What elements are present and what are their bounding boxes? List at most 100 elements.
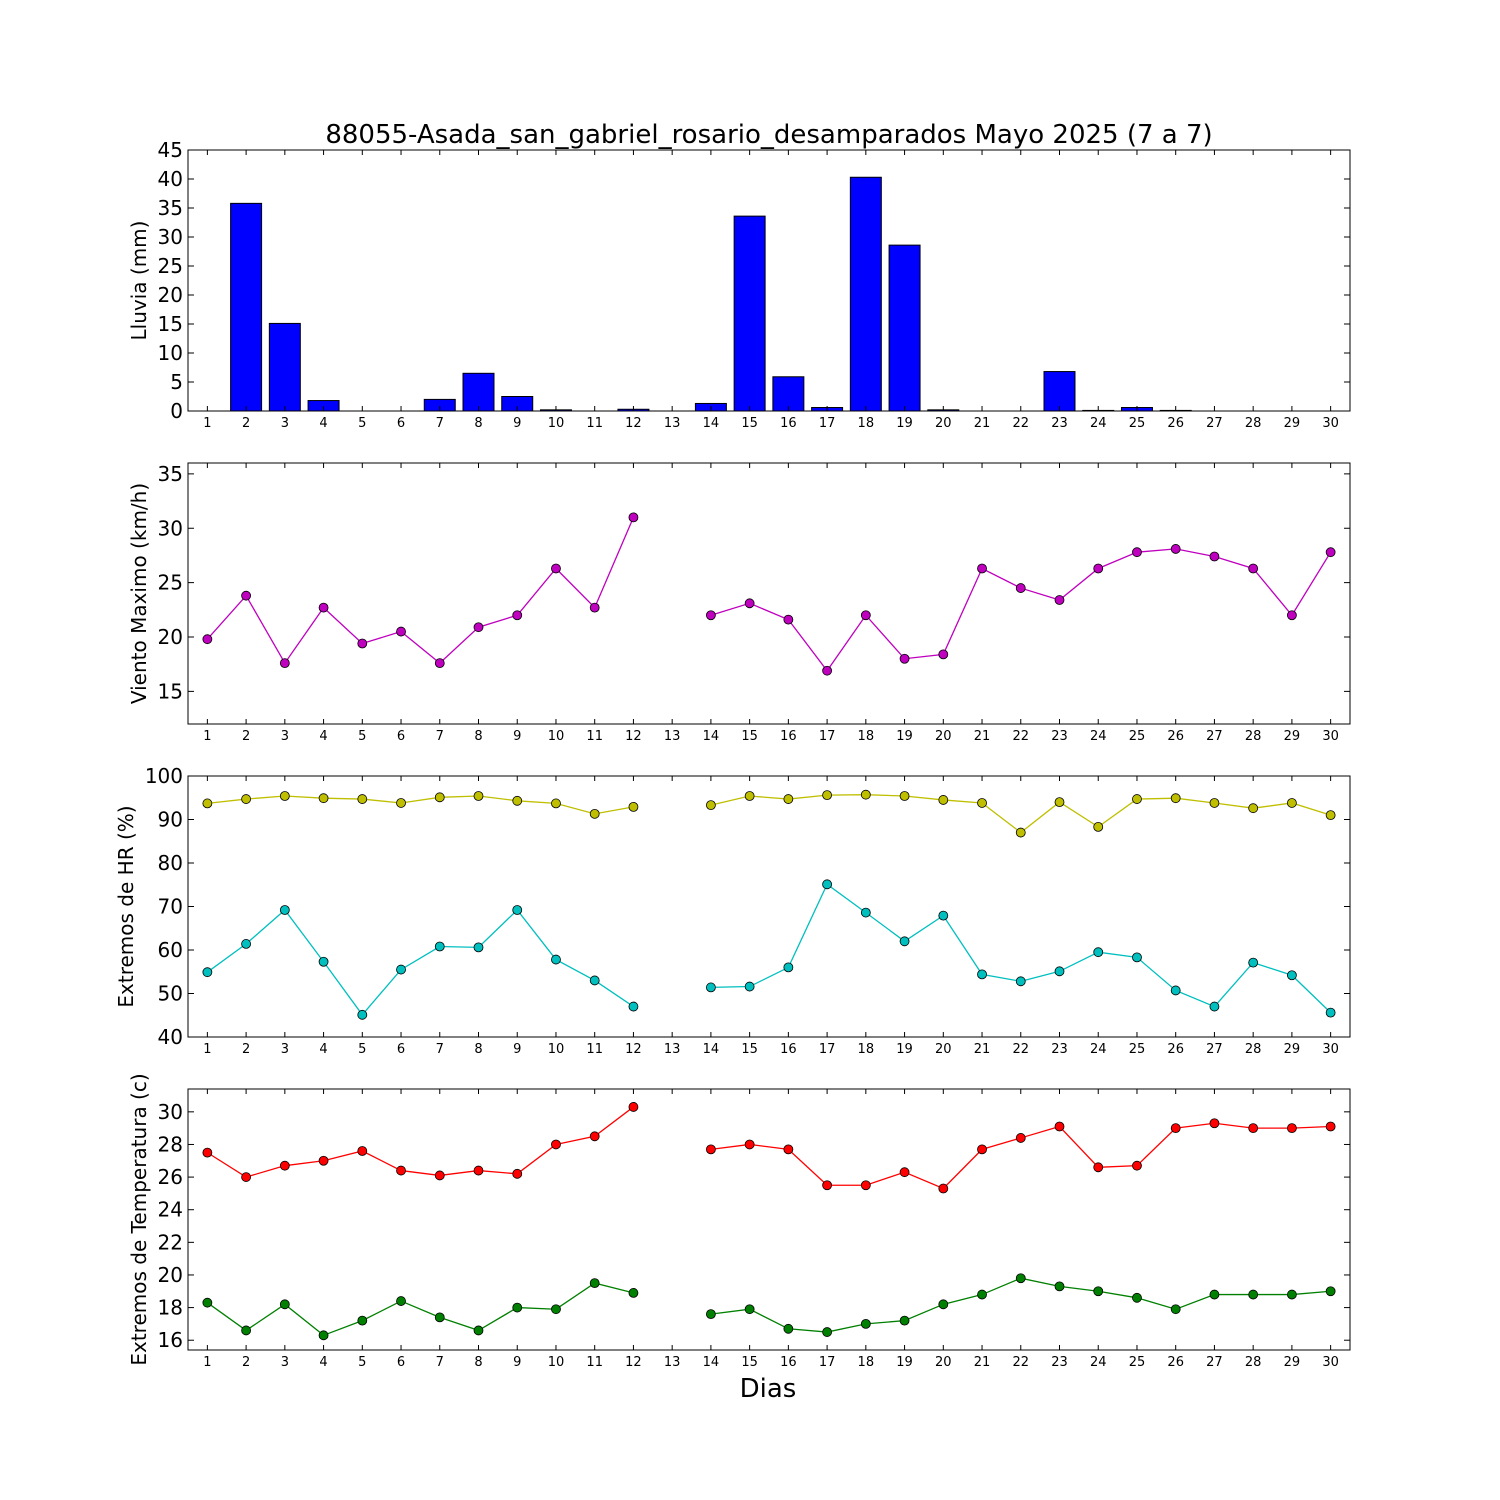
hr-series-0-point xyxy=(899,791,910,801)
temp-series-0-point xyxy=(318,1155,329,1166)
x-tick-label: 10 xyxy=(548,729,565,744)
x-tick-label: 6 xyxy=(397,729,405,744)
x-tick-label: 4 xyxy=(319,1042,327,1057)
temp-series-1-point xyxy=(589,1278,600,1289)
hr-series-0-point xyxy=(551,798,561,809)
temp-series-0-point xyxy=(589,1131,600,1142)
x-tick-label: 13 xyxy=(664,1042,681,1057)
wind-series-0-point xyxy=(1170,544,1181,554)
temp-series-0-point xyxy=(1054,1121,1065,1132)
hr-series-1-point xyxy=(1015,976,1026,987)
x-tick-label: 19 xyxy=(896,1042,913,1057)
wind-series-0-point xyxy=(1248,563,1259,574)
temp-series-1-line xyxy=(206,1282,634,1337)
x-tick-label: 23 xyxy=(1051,1355,1068,1370)
x-tick-label: 21 xyxy=(974,416,991,431)
hr-series-1-point xyxy=(589,975,600,986)
hr-series-1-point xyxy=(318,956,329,967)
x-tick-label: 10 xyxy=(548,1355,565,1370)
x-tick-label: 28 xyxy=(1245,1355,1262,1370)
x-tick-label: 20 xyxy=(935,1355,952,1370)
y-tick-label: 22 xyxy=(158,1230,183,1254)
x-tick-label: 15 xyxy=(741,416,758,431)
x-tick-label: 6 xyxy=(397,416,405,431)
temp-series-1-point xyxy=(1325,1286,1336,1297)
hr-series-0-point xyxy=(396,798,406,808)
y-tick-label: 30 xyxy=(158,516,183,540)
hr-series-0-point xyxy=(241,794,252,804)
y-tick-label: 20 xyxy=(158,625,183,649)
x-tick-label: 3 xyxy=(281,416,289,431)
x-tick-label: 9 xyxy=(513,416,521,431)
x-tick-label: 7 xyxy=(436,729,444,744)
hr-series-1-point xyxy=(628,1001,639,1012)
x-tick-label: 13 xyxy=(664,729,681,744)
wind-series-0-point xyxy=(977,563,987,574)
x-tick-label: 16 xyxy=(780,1042,797,1057)
hr-series-1-point xyxy=(551,954,561,965)
x-tick-label: 1 xyxy=(203,729,211,744)
x-tick-label: 8 xyxy=(474,1042,482,1057)
y-tick-label: 16 xyxy=(158,1328,183,1352)
x-tick-label: 8 xyxy=(474,729,482,744)
temp-series-1-point xyxy=(860,1319,871,1329)
x-tick-label: 24 xyxy=(1090,416,1107,431)
x-tick-label: 30 xyxy=(1322,1042,1339,1057)
hr-series-0-point xyxy=(202,798,213,809)
x-tick-label: 16 xyxy=(780,729,797,744)
hr-series-0-point xyxy=(744,791,755,801)
x-tick-label: 22 xyxy=(1012,416,1029,431)
hr-series-0-point xyxy=(1093,821,1104,832)
hr-series-0-point xyxy=(279,791,290,801)
temp-series-1-point xyxy=(1132,1292,1142,1303)
temp-series-0-point xyxy=(744,1139,755,1150)
hr-series-1-point xyxy=(744,981,755,992)
temp-series-1-point xyxy=(434,1312,445,1323)
temp-series-0-point xyxy=(1093,1162,1104,1173)
temp-series-1-point xyxy=(318,1330,329,1341)
x-tick-label: 28 xyxy=(1245,1042,1262,1057)
temp-series-1-point xyxy=(628,1288,639,1298)
wind-series-0-point xyxy=(279,658,290,668)
x-tick-label: 11 xyxy=(586,1042,603,1057)
temp-series-1-point xyxy=(1209,1289,1220,1300)
x-tick-label: 15 xyxy=(741,1355,758,1370)
x-tick-label: 1 xyxy=(203,1355,211,1370)
temp-series-0-point xyxy=(1170,1123,1181,1134)
wind-series-0-point xyxy=(860,610,871,621)
x-tick-label: 21 xyxy=(974,1042,991,1057)
x-tick-label: 4 xyxy=(319,729,327,744)
y-tick-label: 15 xyxy=(158,679,183,703)
y-tick-label: 20 xyxy=(158,283,183,307)
x-tick-label: 15 xyxy=(741,1042,758,1057)
x-tick-label: 11 xyxy=(586,416,603,431)
x-tick-label: 18 xyxy=(858,416,875,431)
x-tick-label: 12 xyxy=(625,1042,642,1057)
wind-series-0-point xyxy=(357,638,368,649)
hr-series-1-point xyxy=(1287,970,1297,981)
wind-series-0-point xyxy=(1325,547,1336,558)
hr-series-1-point xyxy=(1209,1001,1220,1012)
x-tick-label: 28 xyxy=(1245,416,1262,431)
x-tick-label: 3 xyxy=(281,1042,289,1057)
temp-series-1-point xyxy=(279,1299,290,1310)
x-tick-label: 26 xyxy=(1167,416,1184,431)
wind-series-0-point xyxy=(1015,583,1026,593)
y-tick-label: 26 xyxy=(158,1165,183,1189)
temp-series-0-point xyxy=(899,1167,910,1178)
hr-series-0-point xyxy=(1015,827,1026,838)
wind-series-0-point xyxy=(1054,595,1065,605)
y-tick-label: 30 xyxy=(158,225,183,249)
wind-series-0-point xyxy=(241,590,252,601)
hr-series-0-point xyxy=(1287,798,1297,808)
x-tick-label: 11 xyxy=(586,729,603,744)
x-tick-label: 30 xyxy=(1322,729,1339,744)
temp-series-1-point xyxy=(783,1323,794,1334)
y-tick-label: 80 xyxy=(158,851,183,875)
x-tick-label: 5 xyxy=(358,1355,366,1370)
temp-series-0-point xyxy=(706,1144,716,1155)
temp-series-0-point xyxy=(977,1144,987,1155)
y-tick-label: 25 xyxy=(158,571,183,595)
